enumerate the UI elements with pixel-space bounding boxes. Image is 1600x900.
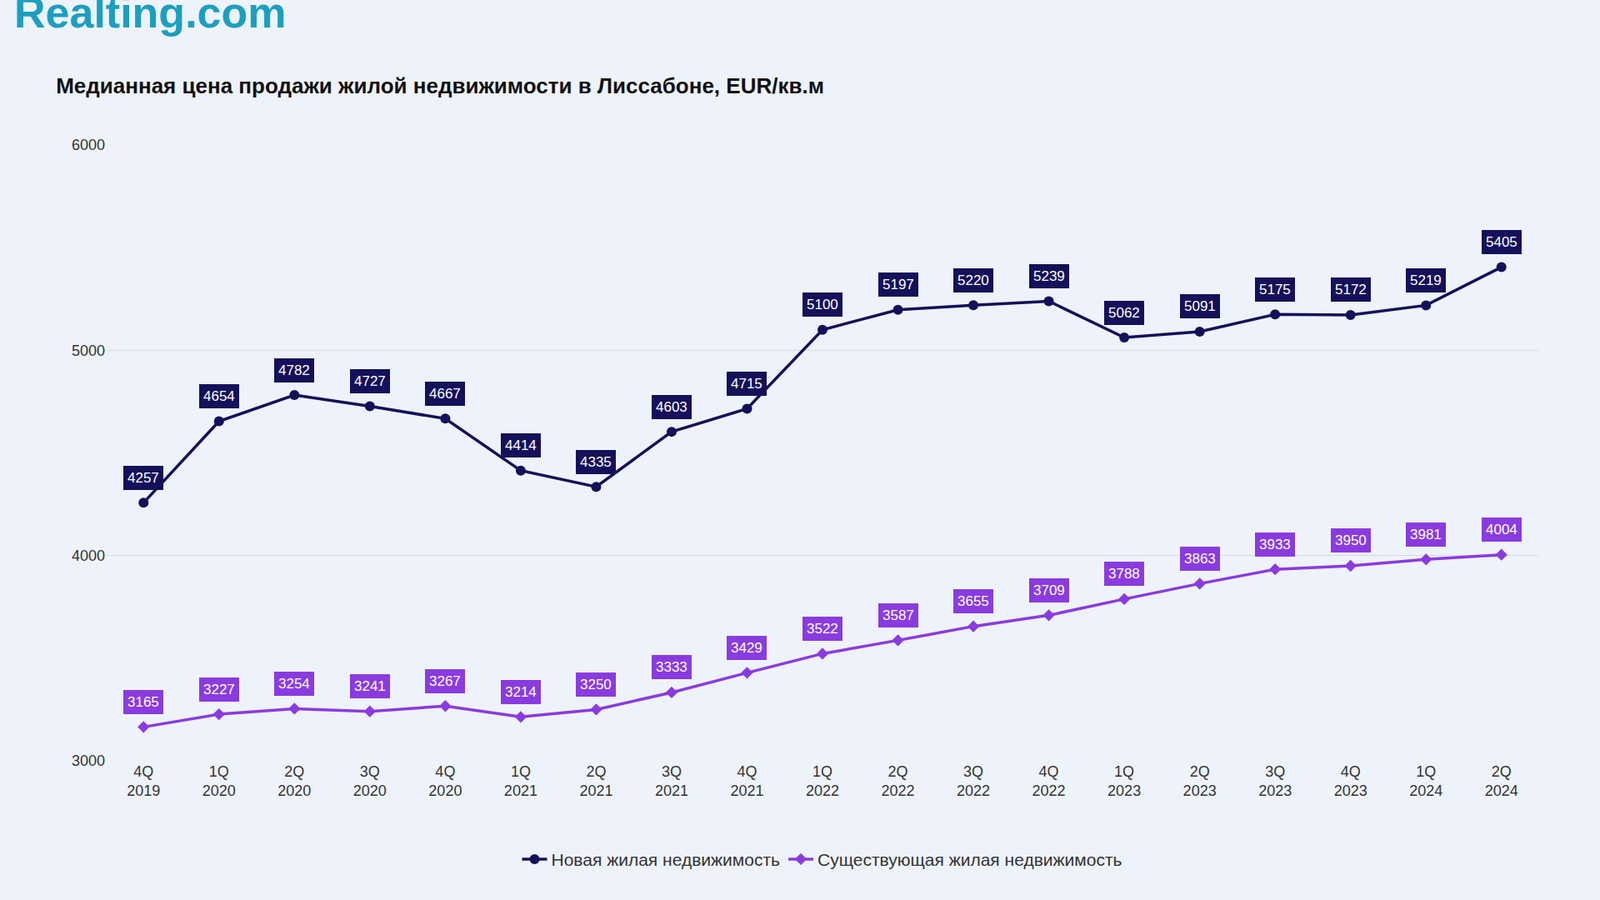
- svg-text:5175: 5175: [1259, 281, 1291, 298]
- svg-text:4335: 4335: [580, 454, 612, 470]
- svg-text:5062: 5062: [1108, 305, 1140, 321]
- svg-text:3933: 3933: [1259, 536, 1291, 553]
- svg-text:5091: 5091: [1184, 298, 1216, 315]
- svg-text:3Q2022: 3Q2022: [956, 763, 990, 800]
- svg-text:2Q2024: 2Q2024: [1485, 763, 1519, 800]
- svg-text:Существующая жилая недвижимост: Существующая жилая недвижимость: [817, 850, 1122, 870]
- svg-text:5405: 5405: [1485, 234, 1518, 250]
- svg-text:3267: 3267: [429, 673, 461, 690]
- svg-text:4Q2021: 4Q2021: [730, 763, 764, 800]
- svg-text:3587: 3587: [882, 607, 915, 624]
- svg-text:4603: 4603: [655, 399, 688, 415]
- svg-text:4414: 4414: [505, 437, 537, 454]
- svg-text:1Q2024: 1Q2024: [1409, 763, 1443, 800]
- svg-text:3788: 3788: [1108, 565, 1140, 582]
- svg-text:4727: 4727: [354, 373, 386, 390]
- svg-text:3709: 3709: [1033, 582, 1065, 599]
- svg-text:5100: 5100: [806, 296, 839, 313]
- svg-text:Новая жилая недвижимость: Новая жилая недвижимость: [551, 850, 781, 870]
- svg-text:1Q2023: 1Q2023: [1107, 763, 1141, 800]
- svg-text:4004: 4004: [1485, 521, 1518, 538]
- svg-text:3Q2020: 3Q2020: [353, 763, 387, 800]
- svg-text:2Q2021: 2Q2021: [579, 763, 613, 800]
- svg-text:4257: 4257: [127, 470, 160, 486]
- svg-text:4654: 4654: [203, 388, 235, 405]
- svg-text:5197: 5197: [882, 276, 915, 293]
- svg-text:3250: 3250: [580, 676, 612, 693]
- svg-text:Медианная цена продажи жилой н: Медианная цена продажи жилой недвижимост…: [55, 73, 825, 99]
- svg-text:4Q2022: 4Q2022: [1032, 763, 1066, 800]
- svg-text:3165: 3165: [127, 694, 160, 710]
- svg-text:4782: 4782: [278, 362, 310, 379]
- svg-text:2Q2022: 2Q2022: [881, 763, 915, 800]
- svg-text:6000: 6000: [71, 136, 105, 154]
- svg-text:4000: 4000: [71, 547, 105, 565]
- svg-text:1Q2021: 1Q2021: [504, 763, 538, 800]
- svg-text:3214: 3214: [505, 684, 537, 700]
- svg-text:2Q2023: 2Q2023: [1183, 763, 1217, 800]
- svg-text:3950: 3950: [1335, 532, 1367, 549]
- svg-text:5172: 5172: [1335, 281, 1367, 298]
- svg-text:5220: 5220: [957, 272, 990, 289]
- svg-text:3241: 3241: [354, 678, 386, 695]
- svg-text:4715: 4715: [730, 375, 763, 392]
- svg-text:3429: 3429: [730, 640, 763, 656]
- svg-text:1Q2022: 1Q2022: [805, 763, 840, 800]
- svg-text:4Q2019: 4Q2019: [126, 763, 160, 800]
- svg-text:4Q2023: 4Q2023: [1334, 763, 1368, 800]
- svg-text:3000: 3000: [71, 752, 105, 770]
- svg-text:3863: 3863: [1184, 550, 1216, 567]
- svg-text:5239: 5239: [1033, 268, 1065, 285]
- svg-text:3981: 3981: [1410, 526, 1442, 543]
- svg-text:5219: 5219: [1410, 272, 1442, 289]
- svg-text:3254: 3254: [278, 675, 310, 692]
- svg-text:2Q2020: 2Q2020: [277, 763, 311, 800]
- svg-text:Realting.com: Realting.com: [14, 0, 287, 37]
- svg-text:3655: 3655: [957, 593, 990, 610]
- svg-text:3522: 3522: [806, 620, 839, 637]
- svg-text:3Q2023: 3Q2023: [1258, 763, 1292, 800]
- svg-text:3Q2021: 3Q2021: [655, 763, 689, 800]
- svg-text:1Q2020: 1Q2020: [202, 763, 236, 800]
- svg-text:4Q2020: 4Q2020: [428, 763, 462, 800]
- svg-text:3227: 3227: [203, 681, 235, 698]
- svg-text:5000: 5000: [71, 342, 105, 360]
- svg-text:3333: 3333: [655, 659, 688, 675]
- svg-text:4667: 4667: [429, 385, 461, 402]
